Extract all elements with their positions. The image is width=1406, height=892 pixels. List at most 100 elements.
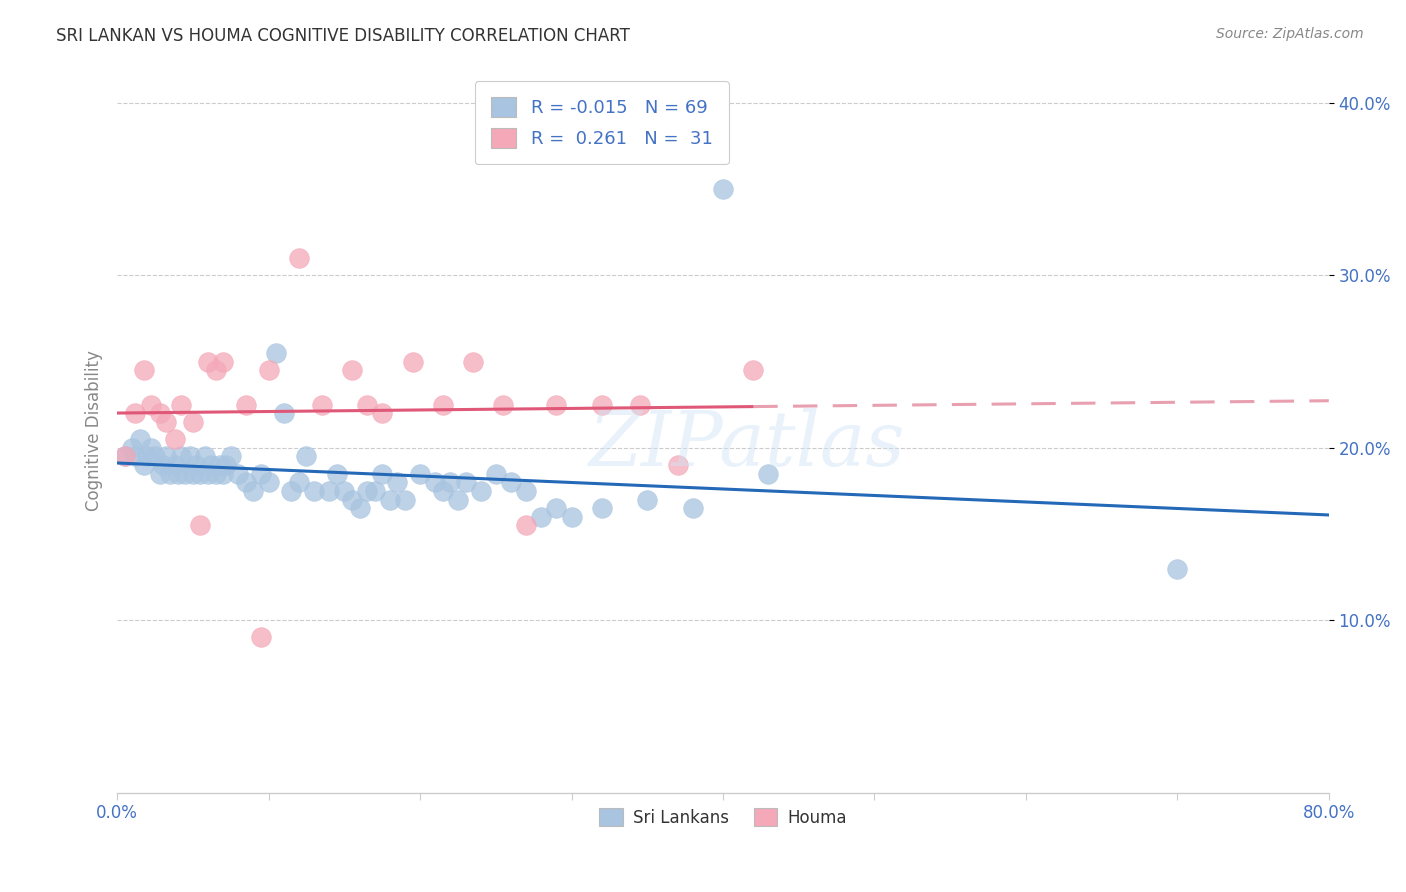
Point xyxy=(530,509,553,524)
Point xyxy=(166,467,188,481)
Point xyxy=(170,450,193,464)
Point xyxy=(190,518,212,533)
Point xyxy=(340,363,363,377)
Point xyxy=(149,406,172,420)
Point xyxy=(454,475,477,490)
Point xyxy=(235,475,257,490)
Point xyxy=(280,483,302,498)
Point xyxy=(628,398,651,412)
Point xyxy=(356,483,378,498)
Point xyxy=(200,458,222,472)
Point xyxy=(432,483,454,498)
Legend: Sri Lankans, Houma: Sri Lankans, Houma xyxy=(591,799,855,835)
Point xyxy=(143,450,166,464)
Point xyxy=(114,450,136,464)
Point xyxy=(439,475,461,490)
Point xyxy=(136,450,159,464)
Point xyxy=(333,483,356,498)
Point xyxy=(235,398,257,412)
Point xyxy=(181,467,204,481)
Point xyxy=(401,354,423,368)
Point xyxy=(215,458,238,472)
Point xyxy=(174,467,197,481)
Point xyxy=(197,467,219,481)
Point xyxy=(378,492,401,507)
Point xyxy=(114,450,136,464)
Point xyxy=(742,363,765,377)
Text: ZIPatlas: ZIPatlas xyxy=(589,408,905,482)
Point xyxy=(349,501,371,516)
Point xyxy=(387,475,409,490)
Point xyxy=(124,450,146,464)
Point xyxy=(666,458,689,472)
Point xyxy=(250,631,273,645)
Point xyxy=(546,501,568,516)
Point xyxy=(758,467,780,481)
Point xyxy=(302,483,325,498)
Point xyxy=(212,467,235,481)
Point xyxy=(163,432,186,446)
Point xyxy=(447,492,470,507)
Point xyxy=(129,432,152,446)
Point xyxy=(288,251,311,265)
Point xyxy=(228,467,250,481)
Point xyxy=(682,501,704,516)
Point xyxy=(711,182,734,196)
Point xyxy=(155,415,177,429)
Point xyxy=(394,492,416,507)
Point xyxy=(295,450,318,464)
Point xyxy=(159,467,181,481)
Point xyxy=(485,467,508,481)
Point xyxy=(194,450,217,464)
Point xyxy=(209,458,232,472)
Point xyxy=(170,398,193,412)
Point xyxy=(257,475,280,490)
Point xyxy=(591,398,613,412)
Point xyxy=(499,475,522,490)
Point xyxy=(311,398,333,412)
Point xyxy=(149,467,172,481)
Point xyxy=(340,492,363,507)
Point xyxy=(124,406,146,420)
Point xyxy=(250,467,273,481)
Point xyxy=(371,406,394,420)
Point xyxy=(212,354,235,368)
Point xyxy=(139,398,162,412)
Point xyxy=(264,346,287,360)
Point xyxy=(134,363,156,377)
Point xyxy=(288,475,311,490)
Point xyxy=(461,354,484,368)
Point xyxy=(409,467,432,481)
Point xyxy=(1166,561,1188,575)
Point xyxy=(163,458,186,472)
Point xyxy=(139,441,162,455)
Point xyxy=(425,475,447,490)
Point xyxy=(184,458,207,472)
Point xyxy=(356,398,378,412)
Point xyxy=(152,458,174,472)
Point xyxy=(515,518,537,533)
Point xyxy=(371,467,394,481)
Point xyxy=(591,501,613,516)
Point xyxy=(636,492,658,507)
Point xyxy=(432,398,454,412)
Y-axis label: Cognitive Disability: Cognitive Disability xyxy=(86,351,103,511)
Point xyxy=(179,450,201,464)
Point xyxy=(204,363,226,377)
Point xyxy=(273,406,295,420)
Point xyxy=(470,483,492,498)
Point xyxy=(257,363,280,377)
Point xyxy=(121,441,143,455)
Point xyxy=(181,415,204,429)
Text: SRI LANKAN VS HOUMA COGNITIVE DISABILITY CORRELATION CHART: SRI LANKAN VS HOUMA COGNITIVE DISABILITY… xyxy=(56,27,630,45)
Point xyxy=(560,509,582,524)
Point xyxy=(242,483,264,498)
Point xyxy=(155,450,177,464)
Point xyxy=(515,483,537,498)
Point xyxy=(546,398,568,412)
Point xyxy=(190,467,212,481)
Point xyxy=(326,467,349,481)
Point xyxy=(134,458,156,472)
Point xyxy=(204,467,226,481)
Text: Source: ZipAtlas.com: Source: ZipAtlas.com xyxy=(1216,27,1364,41)
